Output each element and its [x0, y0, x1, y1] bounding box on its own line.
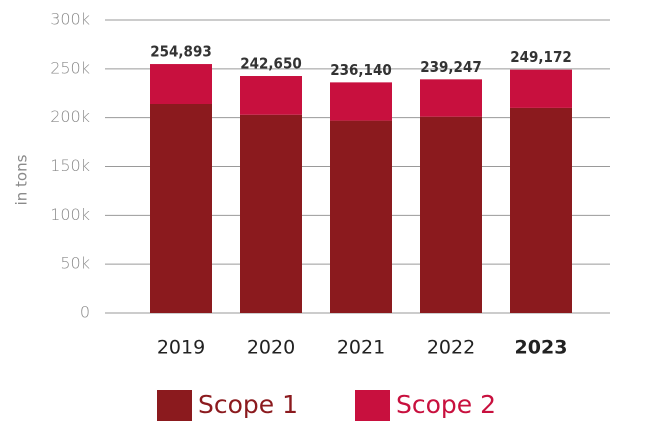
y-tick-label: 200k: [50, 107, 90, 126]
x-tick-label: 2019: [157, 337, 205, 359]
legend-swatch: [157, 390, 192, 421]
x-tick-label: 2022: [427, 337, 475, 359]
y-tick-label: 0: [80, 303, 90, 322]
bar-segment: [240, 76, 302, 115]
total-label: 239,247: [420, 58, 481, 76]
x-tick-label: 2020: [247, 337, 295, 359]
y-axis-label: in tons: [13, 154, 31, 205]
total-label: 254,893: [150, 43, 211, 61]
y-tick-label: 300k: [50, 10, 90, 29]
bar-segment: [330, 82, 392, 121]
x-tick-label: 2021: [337, 337, 385, 359]
bar-segment: [150, 64, 212, 104]
total-label: 242,650: [240, 55, 301, 73]
bar-segment: [420, 116, 482, 313]
legend-label: Scope 1: [198, 390, 298, 419]
total-label: 236,140: [330, 61, 391, 79]
bar-segment: [420, 79, 482, 117]
y-tick-label: 50k: [60, 254, 90, 273]
bar-segment: [510, 69, 572, 108]
y-tick-label: 100k: [50, 205, 90, 224]
bar-segment: [510, 107, 572, 314]
legend-swatch: [355, 390, 390, 421]
bar-segment: [330, 120, 392, 313]
bar-segment: [150, 103, 212, 313]
legend-label: Scope 2: [396, 390, 496, 419]
total-label: 249,172: [510, 48, 571, 66]
y-tick-label: 250k: [50, 58, 90, 77]
y-tick-label: 150k: [50, 156, 90, 175]
x-tick-label: 2023: [515, 337, 568, 359]
bar-segment: [240, 114, 302, 313]
